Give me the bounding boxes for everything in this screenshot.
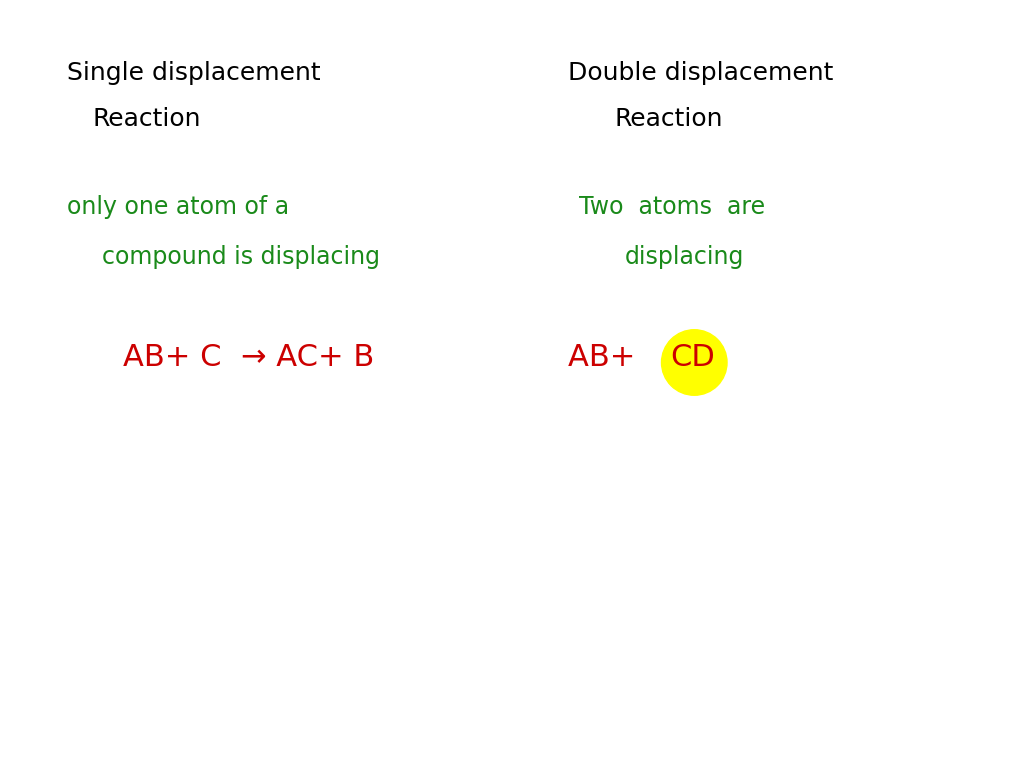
Text: AB+ C  → AC+ B: AB+ C → AC+ B [123, 343, 374, 372]
Text: displacing: displacing [625, 245, 744, 270]
Text: only one atom of a: only one atom of a [67, 195, 289, 220]
Text: Double displacement: Double displacement [568, 61, 834, 85]
Ellipse shape [662, 329, 727, 396]
Text: Two  atoms  are: Two atoms are [579, 195, 765, 220]
Text: compound is displacing: compound is displacing [102, 245, 380, 270]
Text: Single displacement: Single displacement [67, 61, 321, 85]
Text: CD: CD [671, 343, 716, 372]
Text: Reaction: Reaction [92, 107, 201, 131]
Text: Reaction: Reaction [614, 107, 723, 131]
Text: AB+: AB+ [568, 343, 645, 372]
